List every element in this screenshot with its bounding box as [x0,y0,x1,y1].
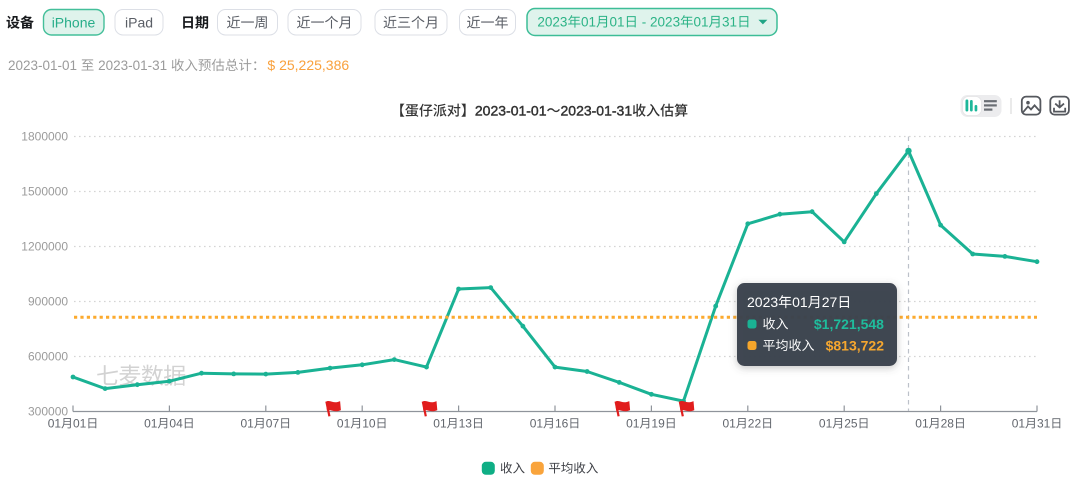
svg-text:300000: 300000 [28,405,68,419]
svg-text:1800000: 1800000 [21,130,68,144]
svg-text:01: 01 [48,417,62,431]
svg-text:01: 01 [626,417,640,431]
svg-text:01: 01 [723,417,737,431]
svg-text:01: 01 [1012,417,1026,431]
svg-text:13: 13 [459,417,473,431]
svg-text:$1,721,548: $1,721,548 [814,316,884,332]
svg-text:01: 01 [581,15,596,30]
svg-text:$ 25,225,386: $ 25,225,386 [267,57,349,73]
svg-text:31: 31 [1037,417,1051,431]
svg-text:01: 01 [819,417,833,431]
svg-text:01: 01 [144,417,158,431]
svg-text:10: 10 [362,417,376,431]
svg-text:19: 19 [651,417,665,431]
svg-text:01: 01 [915,417,929,431]
svg-text:600000: 600000 [28,350,68,364]
svg-text:01: 01 [241,417,255,431]
svg-text:28: 28 [941,417,955,431]
svg-text:01: 01 [73,417,87,431]
svg-text:16: 16 [555,417,569,431]
svg-text:2023-01-31: 2023-01-31 [561,103,633,119]
svg-text:01: 01 [694,15,709,30]
svg-text:01: 01 [610,15,625,30]
svg-text:1200000: 1200000 [21,240,68,254]
svg-text:2023-01-01: 2023-01-01 [8,58,77,73]
svg-text:07: 07 [266,417,280,431]
svg-text:2023: 2023 [747,294,778,310]
svg-text:2023-01-31: 2023-01-31 [98,58,167,73]
svg-text:01: 01 [337,417,351,431]
svg-text:$813,722: $813,722 [826,338,885,354]
svg-text:27: 27 [822,294,838,310]
svg-text:01: 01 [433,417,447,431]
svg-text:2023-01-01: 2023-01-01 [475,103,547,119]
svg-text:22: 22 [748,417,762,431]
svg-text:04: 04 [169,417,183,431]
svg-text:iPhone: iPhone [52,15,96,31]
svg-text:31: 31 [722,15,737,30]
svg-text:- 2023: - 2023 [642,15,680,30]
svg-text:25: 25 [844,417,858,431]
svg-text:01: 01 [530,417,544,431]
svg-text:2023: 2023 [537,15,567,30]
svg-text:iPad: iPad [125,15,153,31]
svg-text:1500000: 1500000 [21,185,68,199]
svg-text:01: 01 [792,294,808,310]
svg-text:900000: 900000 [28,295,68,309]
